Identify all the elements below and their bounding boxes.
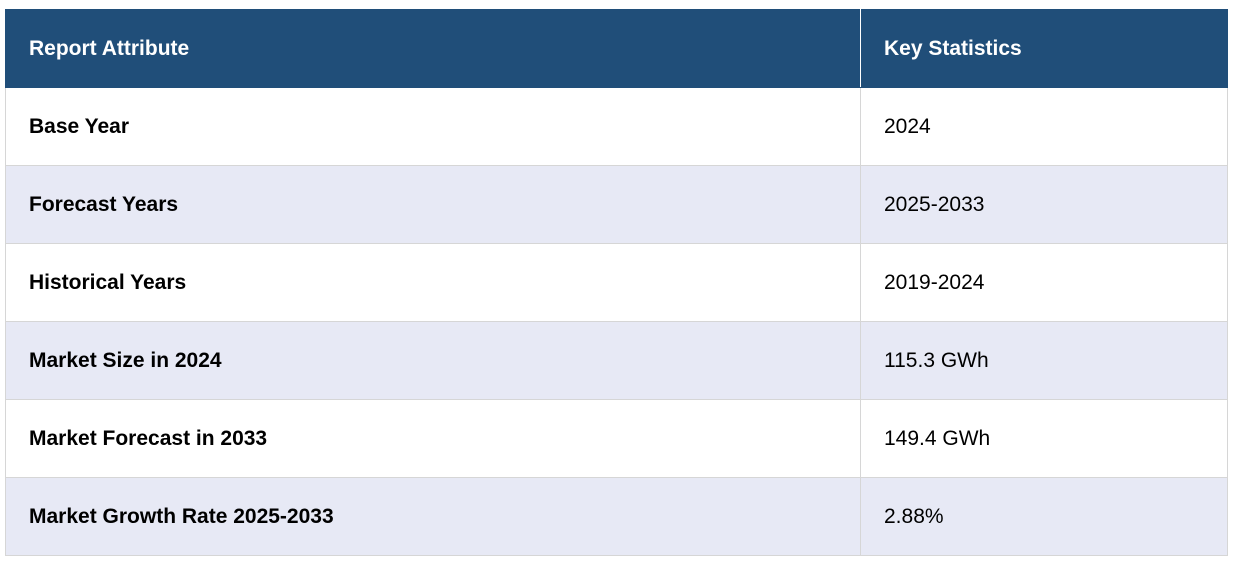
- row-value: 2024: [860, 87, 1228, 166]
- row-attribute: Forecast Years: [5, 165, 861, 244]
- row-attribute: Market Growth Rate 2025-2033: [5, 477, 861, 556]
- row-value: 2025-2033: [860, 165, 1228, 244]
- table-row: Market Forecast in 2033 149.4 GWh: [5, 399, 1228, 478]
- row-attribute: Base Year: [5, 87, 861, 166]
- row-attribute: Market Size in 2024: [5, 321, 861, 400]
- table-row: Base Year 2024: [5, 87, 1228, 166]
- row-value: 115.3 GWh: [860, 321, 1228, 400]
- row-attribute: Market Forecast in 2033: [5, 399, 861, 478]
- table-header-row: Report Attribute Key Statistics: [5, 9, 1228, 88]
- table-row: Forecast Years 2025-2033: [5, 165, 1228, 244]
- row-attribute: Historical Years: [5, 243, 861, 322]
- report-statistics-table: Report Attribute Key Statistics Base Yea…: [5, 9, 1228, 556]
- table-row: Market Growth Rate 2025-2033 2.88%: [5, 477, 1228, 556]
- table-row: Market Size in 2024 115.3 GWh: [5, 321, 1228, 400]
- table-row: Historical Years 2019-2024: [5, 243, 1228, 322]
- row-value: 2019-2024: [860, 243, 1228, 322]
- row-value: 2.88%: [860, 477, 1228, 556]
- report-table-container: Report Attribute Key Statistics Base Yea…: [5, 9, 1228, 556]
- header-report-attribute: Report Attribute: [5, 9, 861, 88]
- row-value: 149.4 GWh: [860, 399, 1228, 478]
- header-key-statistics: Key Statistics: [860, 9, 1228, 88]
